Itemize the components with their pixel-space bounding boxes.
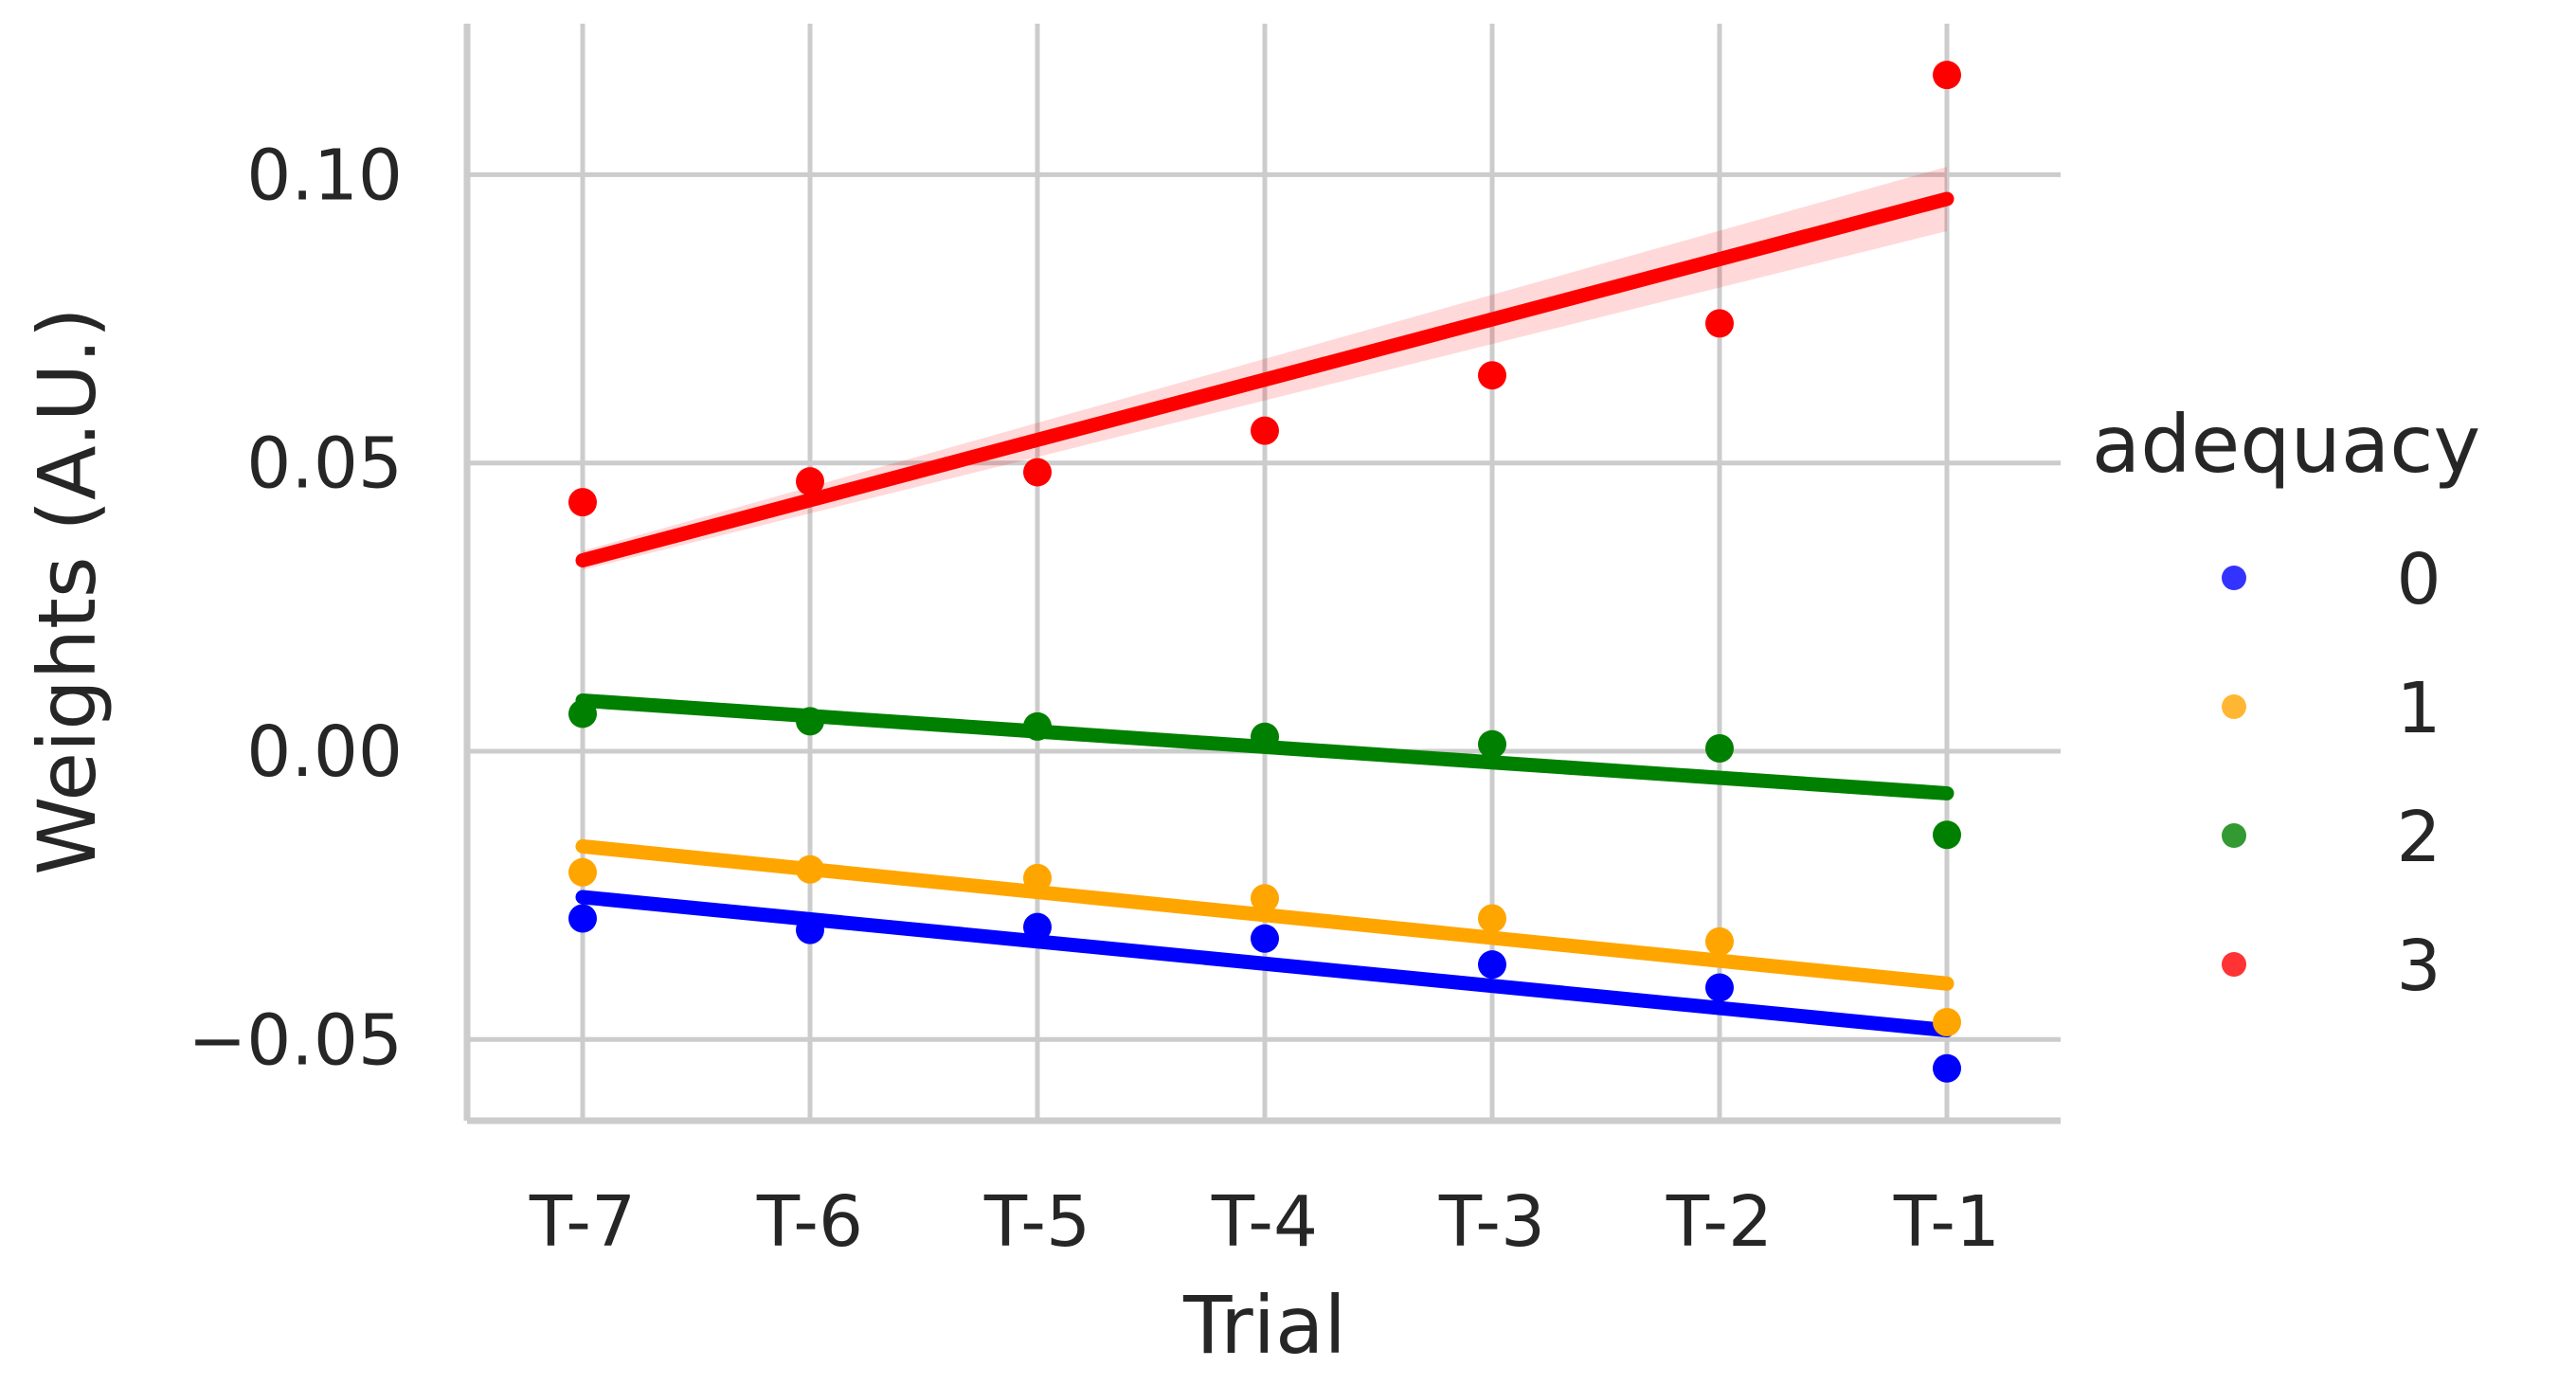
x-tick-label: T-4: [1211, 1181, 1318, 1263]
legend-label-2: 2: [2396, 797, 2441, 878]
legend-title: adequacy: [2092, 398, 2480, 491]
data-point-0: [1933, 1053, 1961, 1083]
grid-lines: [467, 24, 2061, 1121]
data-point-3: [1023, 458, 1052, 487]
legend-label-1: 1: [2396, 668, 2441, 749]
data-point-2: [568, 699, 597, 728]
y-tick-labels: −0.05 0.00 0.05 0.10: [188, 135, 403, 1081]
data-point-0: [1023, 912, 1052, 942]
data-point-0: [1705, 973, 1734, 1002]
y-tick-label: −0.05: [188, 999, 403, 1081]
legend: adequacy 0 1 2 3: [2092, 398, 2480, 1007]
data-point-2: [1023, 711, 1052, 741]
y-axis-label: Weights (A.U.): [21, 307, 114, 875]
data-point-1: [1478, 904, 1506, 933]
data-point-2: [1251, 722, 1279, 751]
x-tick-labels: T-7 T-6 T-5 T-4 T-3 T-2 T-1: [529, 1181, 2000, 1263]
x-axis-label: Trial: [1182, 1279, 1346, 1372]
legend-marker-3: [2222, 952, 2246, 977]
legend-label-3: 3: [2396, 926, 2441, 1007]
data-point-1: [796, 854, 824, 884]
x-tick-label: T-1: [1893, 1181, 2000, 1263]
axes: [463, 24, 2061, 1124]
x-tick-label: T-6: [756, 1181, 863, 1263]
data-point-2: [796, 707, 824, 736]
x-tick-label: T-3: [1438, 1181, 1545, 1263]
data-point-0: [568, 904, 597, 933]
data-point-3: [1478, 361, 1506, 390]
data-point-3: [1251, 416, 1279, 445]
data-point-1: [568, 857, 597, 887]
data-point-2: [1478, 729, 1506, 759]
data-point-2: [1933, 820, 1961, 850]
x-tick-label: T-5: [983, 1181, 1090, 1263]
y-tick-label: 0.00: [246, 711, 403, 793]
data-point-1: [1705, 926, 1734, 956]
x-tick-label: T-7: [529, 1181, 636, 1263]
legend-marker-1: [2222, 694, 2246, 719]
data-point-0: [1478, 950, 1506, 980]
legend-label-0: 0: [2396, 539, 2441, 621]
data-point-3: [1705, 309, 1734, 338]
regression-line-3: [575, 191, 1955, 568]
data-point-0: [1251, 924, 1279, 953]
data-point-1: [1933, 1008, 1961, 1037]
data-point-2: [1705, 733, 1734, 763]
data-point-1: [1023, 863, 1052, 892]
y-tick-label: 0.05: [246, 423, 403, 505]
data-point-1: [1251, 884, 1279, 913]
y-tick-label: 0.10: [246, 135, 403, 216]
data-point-3: [568, 488, 597, 517]
data-points: [568, 61, 1961, 1083]
data-point-3: [796, 467, 824, 496]
data-point-3: [1933, 61, 1961, 90]
x-tick-label: T-2: [1666, 1181, 1773, 1263]
legend-marker-2: [2222, 823, 2246, 848]
data-point-0: [796, 915, 824, 944]
legend-marker-0: [2222, 566, 2246, 590]
